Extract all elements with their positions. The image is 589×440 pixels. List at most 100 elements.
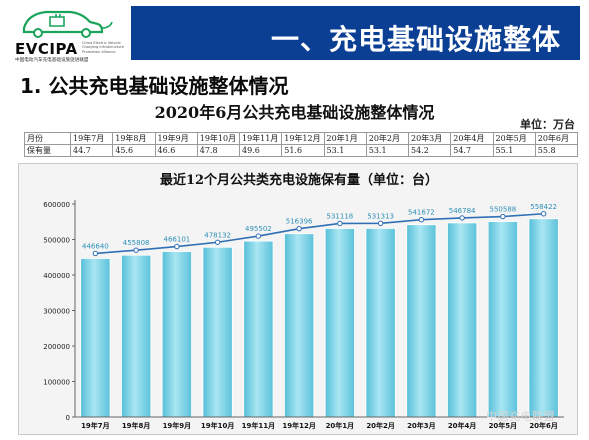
bars [80,218,559,418]
month-row: 月份 19年7月 19年8月 19年9月 19年10月 19年11月 19年12… [24,132,579,145]
y-tick-label: 300000 [43,308,70,316]
bar [121,254,152,418]
month-cell: 19年9月 [154,132,198,145]
data-label: 558422 [530,203,557,211]
x-tick-label: 20年1月 [326,421,355,430]
y-tick-label: 200000 [43,343,70,351]
x-tick-label: 19年7月 [81,421,110,430]
bar [80,258,111,418]
y-tick-label: 0 [66,414,70,422]
line-point [174,243,180,250]
data-label: 550588 [490,206,517,214]
line-point [500,213,506,220]
data-label: 495502 [245,225,272,233]
y-tick-label: 400000 [43,272,70,280]
bar [284,233,315,418]
x-tick-label: 19年12月 [282,421,315,430]
month-cell: 20年5月 [492,132,536,145]
line-point [540,211,547,217]
title-banner: 一、充电基础设施整体情况 [128,6,580,96]
line-point [418,217,425,223]
brand-tagline: 中国电动汽车充电基础设施促进联盟 [15,58,89,63]
chart-panel: 最近12个月公共类充电设施保有量（单位：台） 0 100000 200000 3000… [18,163,578,435]
data-label: 531118 [327,212,354,220]
month-cell: 19年11月 [238,132,283,145]
value-cell: 46.6 [154,144,198,157]
value-cell: 55.8 [534,144,579,157]
month-cell: 20年4月 [450,132,494,145]
data-label: 541672 [408,209,435,217]
data-label: 466101 [164,236,191,244]
bar [406,224,437,418]
month-cell: 20年3月 [407,132,452,145]
value-cell: 53.1 [323,144,367,157]
value-cell: 53.1 [365,144,410,157]
table-unit: 单位：万台 [520,118,575,131]
bar-chart: 最近12个月公共类充电设施保有量（单位：台） 0 100000 200000 3000… [43,172,564,430]
x-tick-label: 19年10月 [201,421,234,430]
bar [161,251,192,418]
x-tick-label: 19年8月 [122,421,151,430]
bar [528,218,559,418]
evcipa-logo: EVCIPA China Electric Vehicle Charging I… [6,4,128,63]
x-tick-label: 20年5月 [489,421,518,430]
value-cell: 49.6 [238,144,283,157]
table-title: 2020年6月公共充电基础设施整体情况 [154,103,435,122]
bar [202,246,233,418]
month-cell: 20年2月 [365,132,410,145]
series-line [95,212,544,255]
bar [487,221,518,418]
value-row: 保有量 44.7 45.6 46.6 47.8 49.6 51.6 53.1 5… [24,144,579,157]
x-tick-label: 20年2月 [366,421,395,430]
month-cell: 20年1月 [323,132,367,145]
value-cell: 51.6 [281,144,325,157]
month-cell: 19年7月 [69,132,114,145]
x-tick-label: 20年3月 [407,421,436,430]
section-title: 1. 公共充电基础设施整体情况 [20,74,289,98]
data-table: 月份 19年7月 19年8月 19年9月 19年10月 19年11月 19年12… [24,132,579,157]
x-tick-label: 20年6月 [529,421,558,430]
month-cell: 19年12月 [281,132,325,145]
line-point [459,215,465,221]
line-point [296,225,302,232]
x-tick-label: 19年9月 [163,421,192,430]
watermark: 中国充电联盟 [486,410,555,423]
brand-english: China Electric Vehicle Charging Infrastr… [82,41,124,54]
row-header-month: 月份 [24,132,71,145]
bar [324,228,355,418]
data-label: 455808 [123,239,150,247]
value-cell: 54.2 [407,144,452,157]
x-axis: 19年7月 19年8月 19年9月 19年10月 19年11月 19年12月 20年1月 20… [75,416,564,430]
data-label: 516396 [286,218,313,226]
trend-line [92,211,547,257]
value-cell: 54.7 [450,144,494,157]
data-label: 478132 [204,231,231,239]
line-point [133,247,139,253]
brand-name: EVCIPA [15,40,78,58]
month-cell: 19年8月 [112,132,156,145]
value-cell: 47.8 [196,144,241,157]
line-point [214,239,221,245]
car-plug-icon [22,10,113,38]
value-cell: 45.6 [112,144,156,157]
y-tick-label: 600000 [43,201,70,209]
data-label: 446640 [82,242,109,250]
line-point [377,220,384,227]
line-point [337,220,343,227]
month-cell: 20年6月 [534,132,579,145]
row-header-stock: 保有量 [24,144,71,157]
data-label: 531313 [367,212,394,220]
line-point [255,233,262,239]
value-cell: 55.1 [492,144,536,157]
bar [243,240,274,418]
data-label: 546784 [449,207,476,215]
y-tick-label: 100000 [43,379,70,387]
banner-title: 一、充电基础设施整体情况 [271,23,562,96]
bar [447,222,478,418]
x-tick-label: 19年11月 [242,421,275,430]
chart-title: 最近12个月公共类充电设施保有量（单位：台） [160,172,438,188]
value-cell: 44.7 [69,144,114,157]
data-labels: 446640 455808 466101 478132 495502 516396 5311… [82,203,557,251]
line-point [92,250,99,257]
x-tick-label: 20年4月 [448,421,477,430]
